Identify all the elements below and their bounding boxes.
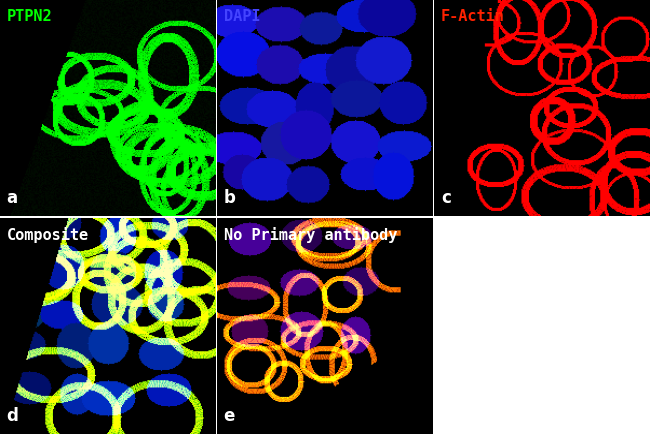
- Text: Composite: Composite: [6, 227, 88, 243]
- Text: e: e: [224, 408, 235, 425]
- Text: b: b: [224, 190, 235, 207]
- Text: a: a: [6, 190, 18, 207]
- Text: DAPI: DAPI: [224, 9, 260, 23]
- Text: F-Actin: F-Actin: [441, 9, 505, 23]
- Text: No Primary antibody: No Primary antibody: [224, 227, 397, 243]
- Text: d: d: [6, 408, 18, 425]
- Text: c: c: [441, 190, 451, 207]
- Text: PTPN2: PTPN2: [6, 9, 52, 23]
